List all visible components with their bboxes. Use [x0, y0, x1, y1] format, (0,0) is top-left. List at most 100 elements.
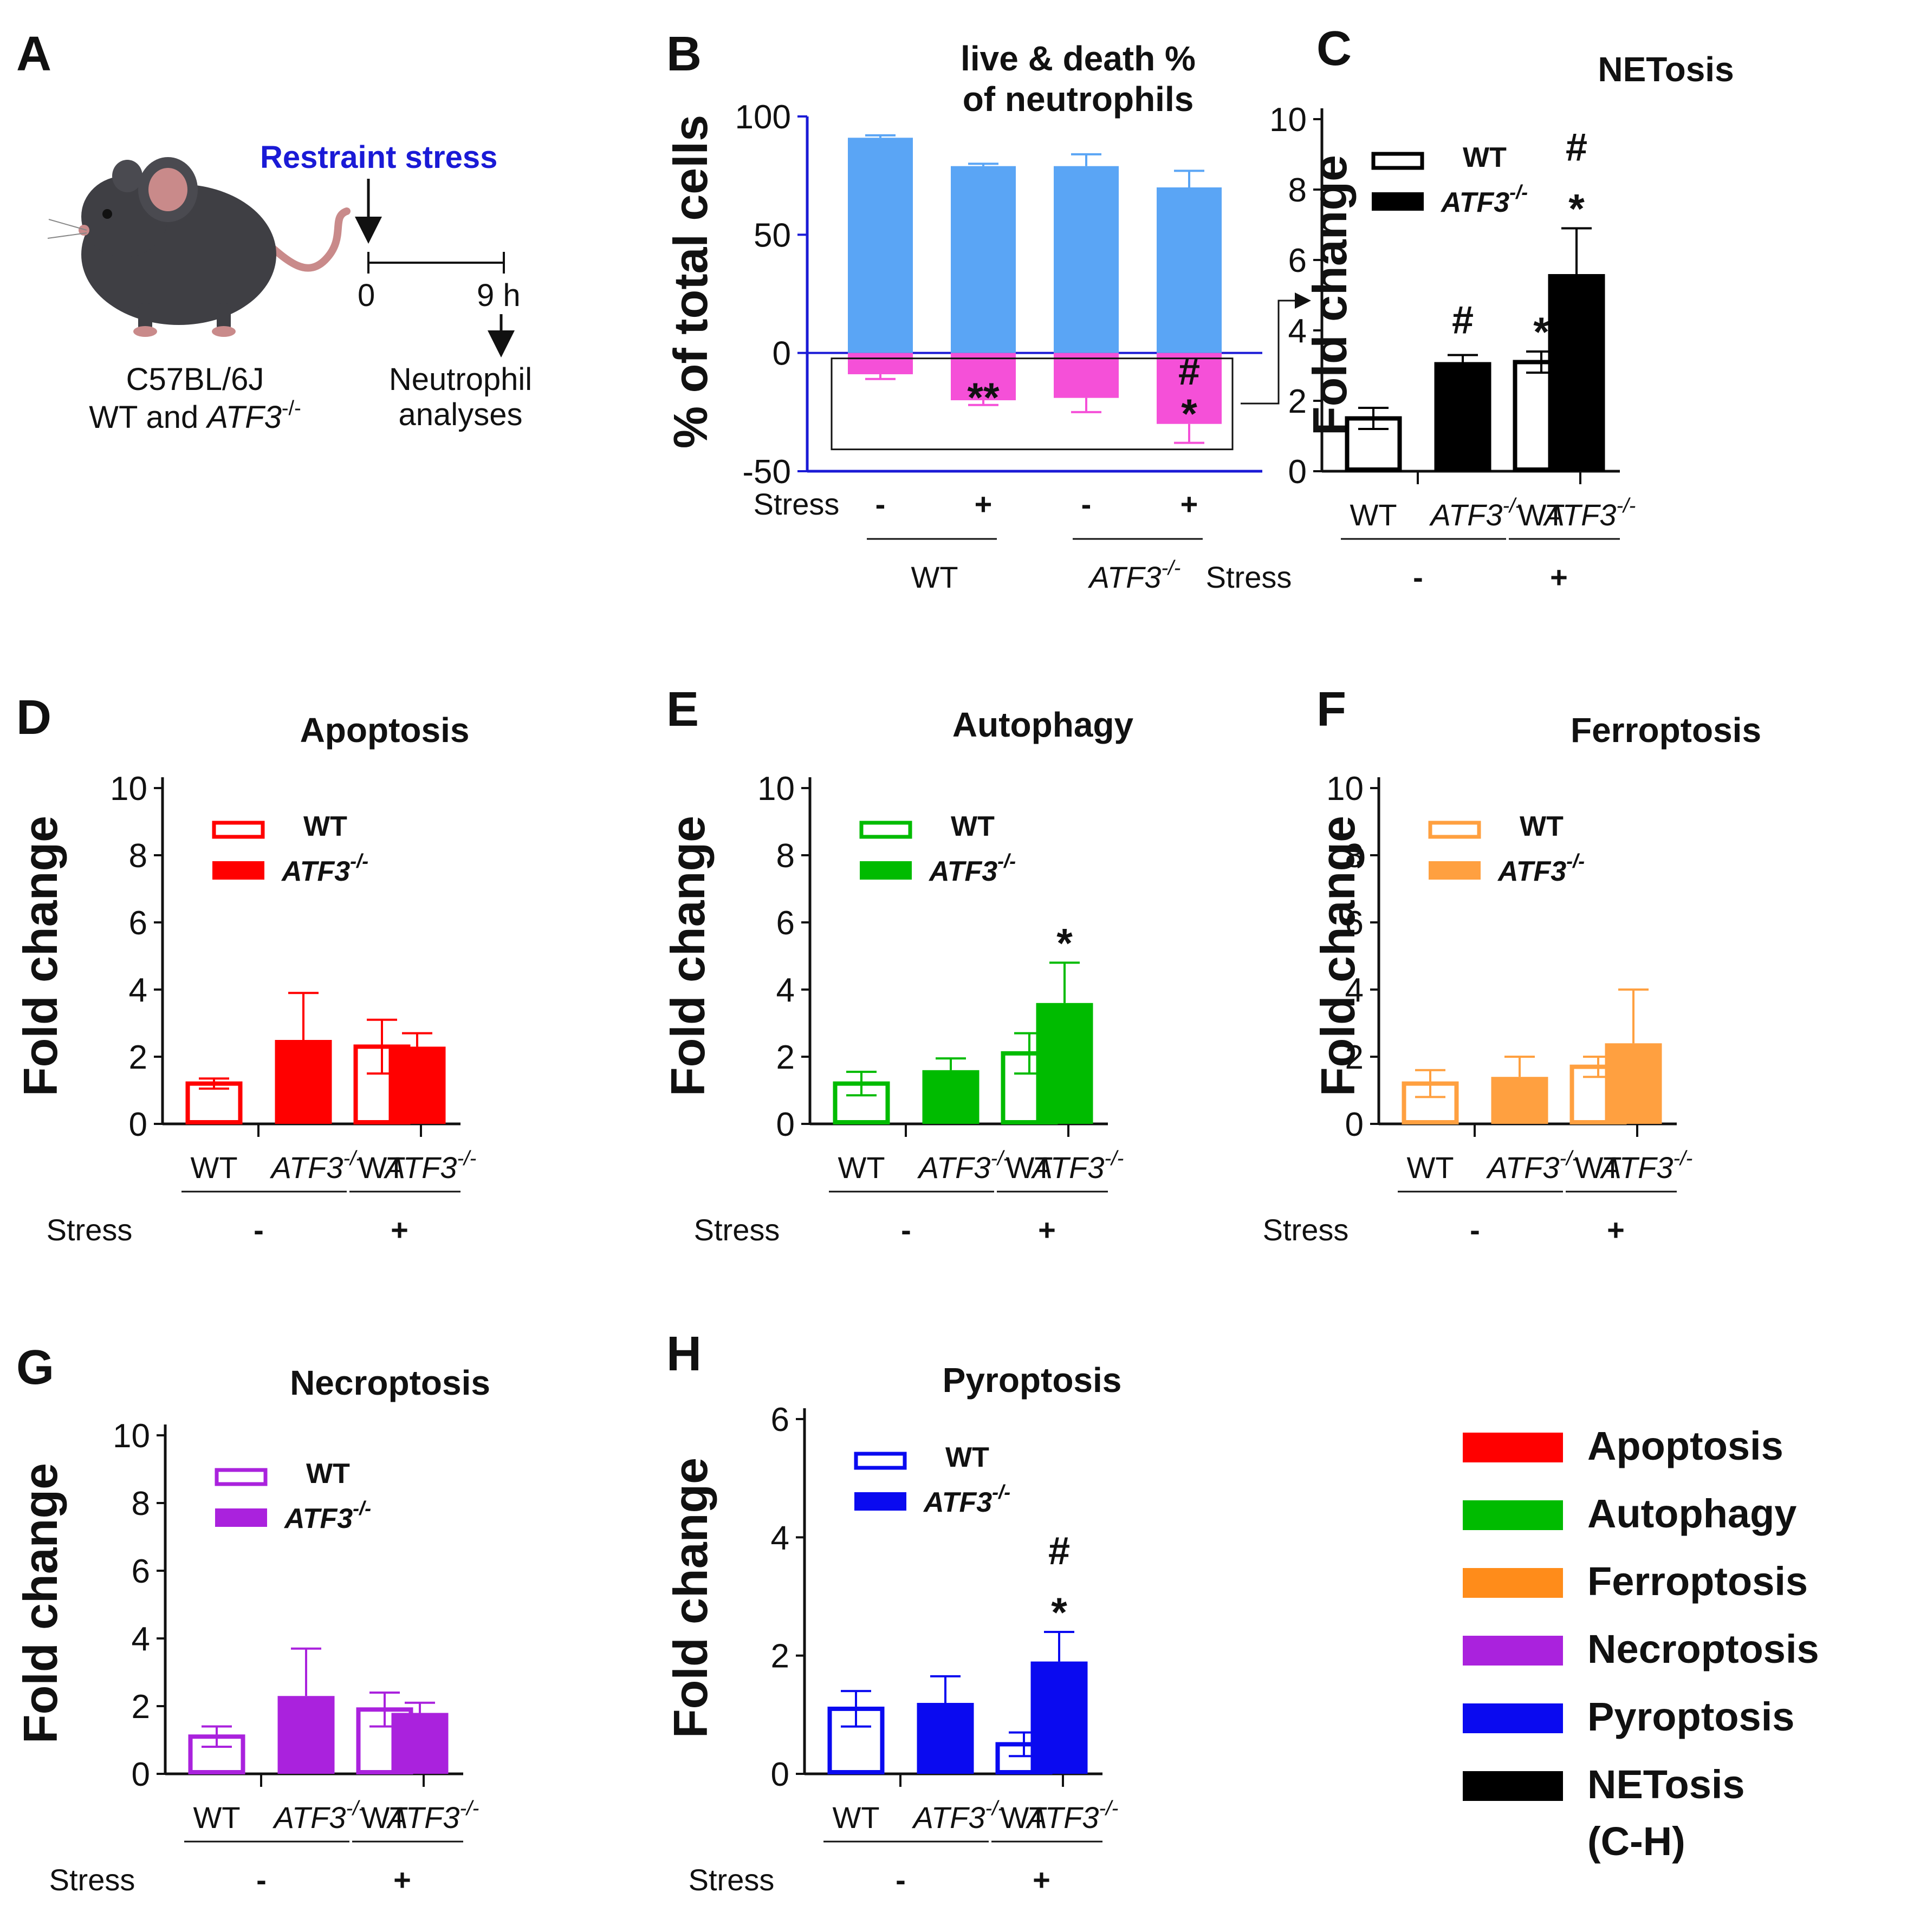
stress-sign: + — [1033, 1863, 1050, 1897]
panel-f-ylabel: Fold change — [1311, 816, 1365, 1096]
ytick: 4 — [129, 972, 147, 1009]
outcome-line2: analyses — [399, 397, 523, 432]
legend-atf3: ATF3-/- — [1440, 181, 1528, 218]
ytick: 2 — [1345, 1039, 1364, 1076]
xlabel-wt: WT — [1406, 1150, 1454, 1185]
b-stress-sign: + — [975, 487, 993, 521]
panel-g-title: Necroptosis — [290, 1363, 490, 1402]
panel-b-title-1: live & death % — [961, 39, 1196, 78]
bar-atf3 — [1548, 274, 1605, 471]
timeline-end: 9 h — [477, 278, 521, 313]
bar-atf3 — [917, 1703, 974, 1774]
sig-star: * — [1568, 186, 1585, 232]
bar-atf3 — [1491, 1077, 1548, 1124]
stress-sign: - — [901, 1213, 911, 1247]
xlabel-wt: WT — [361, 1800, 408, 1835]
stress-sign: - — [254, 1213, 264, 1247]
panel-h-label: H — [666, 1327, 702, 1381]
bar-atf3 — [1030, 1661, 1088, 1774]
xlabel-wt: WT — [1574, 1150, 1621, 1185]
stress-sign: + — [391, 1213, 408, 1247]
stress-label: Stress — [1206, 560, 1292, 594]
panel-b-stress-label: Stress — [754, 487, 840, 521]
b-bar-live — [951, 166, 1016, 353]
panel-c-title: NETosis — [1598, 50, 1734, 89]
legend-wt: WT — [306, 1458, 350, 1489]
xlabel-wt: WT — [1000, 1800, 1047, 1835]
b-bar-live — [1054, 166, 1119, 353]
b-sig-hash: # — [1178, 350, 1200, 393]
legend-swatch-atf3 — [854, 1492, 906, 1511]
ytick: 6 — [129, 905, 147, 942]
panel-b: B live & death % of neutrophils % of tot… — [664, 27, 1311, 594]
ytick: 6 — [771, 1401, 789, 1439]
legend-swatch-wt — [1371, 152, 1424, 170]
panel-d-label: D — [16, 691, 51, 745]
legend-swatch-atf3 — [860, 861, 912, 880]
legend-swatch-apoptosis — [1463, 1433, 1563, 1462]
mouse-strain: C57BL/6J — [126, 362, 264, 397]
xlabel-atf3: ATF3-/- — [1429, 495, 1522, 532]
ytick: 2 — [129, 1039, 147, 1076]
xlabel-atf3: ATF3-/- — [386, 1797, 479, 1835]
stress-sign: + — [1550, 560, 1568, 594]
stress-label: Stress — [694, 1213, 780, 1247]
sig-hash: # — [1566, 126, 1587, 170]
legend-swatch-ferroptosis — [1463, 1568, 1563, 1598]
panel-d-ylabel: Fold change — [14, 816, 67, 1096]
outcome-line1: Neutrophil — [389, 362, 532, 397]
xlabel-wt: WT — [1006, 1150, 1053, 1185]
panel-e-title: Autophagy — [952, 705, 1134, 744]
ytick: 10 — [113, 1417, 150, 1455]
legend-swatch-atf3 — [212, 861, 264, 880]
stress-sign: + — [1607, 1213, 1625, 1247]
legend-label-netosis: NETosis — [1587, 1762, 1745, 1807]
legend-atf3: ATF3-/- — [923, 1481, 1010, 1518]
legend-wt: WT — [945, 1442, 989, 1473]
mouse-illustration — [47, 157, 351, 337]
legend-label-apoptosis: Apoptosis — [1587, 1423, 1783, 1468]
ytick: 0 — [776, 1106, 795, 1143]
b-stress-sign: - — [1081, 487, 1092, 521]
b-bar-live — [1157, 187, 1222, 353]
panel-b-label: B — [666, 27, 702, 81]
ytick: 6 — [132, 1553, 150, 1590]
b-ytick: 0 — [773, 335, 791, 373]
ytick: 10 — [757, 770, 795, 808]
legend-swatch-autophagy — [1463, 1500, 1563, 1530]
legend-swatch-necroptosis — [1463, 1636, 1563, 1666]
ytick: 2 — [132, 1688, 150, 1726]
panel-b-group-wt: WT — [911, 560, 958, 594]
xlabel-atf3: ATF3-/- — [1600, 1147, 1693, 1185]
timeline-start: 0 — [358, 278, 375, 313]
legend-label-autophagy: Autophagy — [1587, 1491, 1796, 1536]
bar-wt — [185, 1081, 243, 1124]
stress-label: Stress — [689, 1863, 775, 1897]
ytick: 8 — [129, 837, 147, 875]
legend-wt: WT — [1463, 142, 1507, 173]
panel-f-label: F — [1316, 682, 1346, 737]
xlabel-atf3: ATF3-/- — [384, 1147, 477, 1185]
bar-atf3 — [1434, 362, 1491, 471]
bar-atf3 — [391, 1713, 449, 1774]
xlabel-atf3: ATF3-/- — [270, 1147, 363, 1185]
legend-wt: WT — [951, 811, 995, 842]
xlabel-wt: WT — [838, 1150, 885, 1185]
legend-swatch-atf3 — [1372, 192, 1424, 211]
stress-sign: - — [256, 1863, 267, 1897]
legend-atf3: ATF3-/- — [283, 1497, 371, 1534]
legend-swatch-pyroptosis — [1463, 1703, 1563, 1733]
legend-swatch-wt — [859, 821, 912, 839]
main-legend: Apoptosis Autophagy Ferroptosis Necroptosis… — [1463, 1423, 1819, 1864]
sig-star: * — [1056, 920, 1073, 966]
ytick: 4 — [771, 1519, 789, 1557]
xlabel-wt: WT — [1350, 498, 1397, 532]
panel-e-ylabel: Fold change — [661, 816, 715, 1096]
xlabel-atf3: ATF3-/- — [1026, 1797, 1119, 1835]
legend-wt: WT — [1520, 811, 1564, 842]
legend-atf3: ATF3-/- — [1497, 850, 1585, 887]
xlabel-wt: WT — [190, 1150, 237, 1185]
xlabel-atf3: ATF3-/- — [1486, 1147, 1579, 1185]
